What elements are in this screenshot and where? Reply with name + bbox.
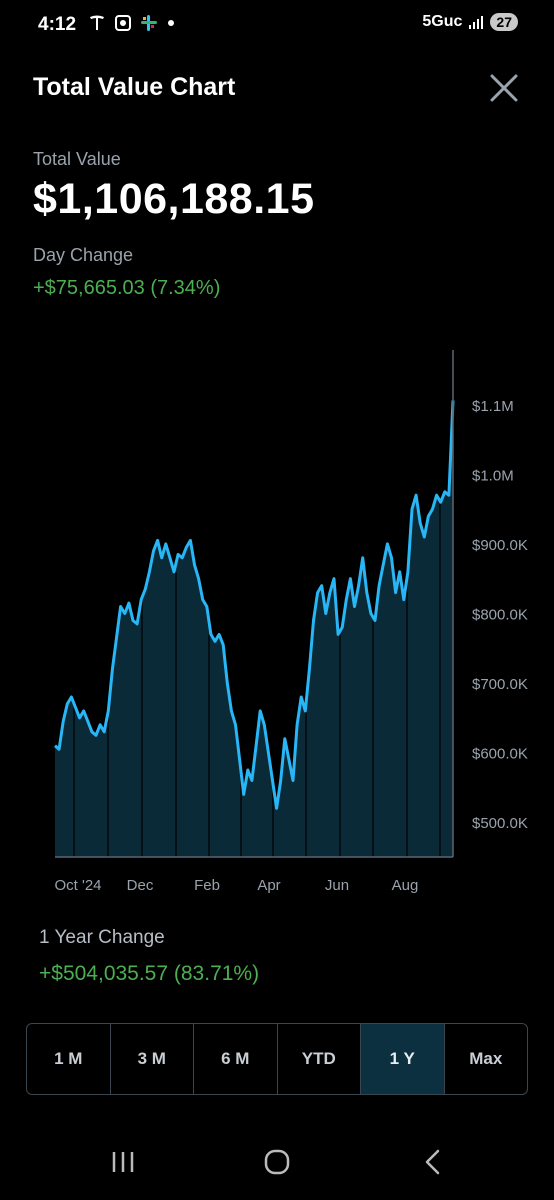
x-tick-label: Aug xyxy=(392,877,419,894)
range-button-ytd[interactable]: YTD xyxy=(276,1024,361,1094)
y-tick-label: $800.0K xyxy=(472,607,528,624)
total-value-label: Total Value xyxy=(33,149,121,169)
status-right: 5Guc 27 xyxy=(422,13,518,31)
chart-area-group xyxy=(55,400,453,857)
y-tick-label: $900.0K xyxy=(472,537,528,554)
chart-series-line xyxy=(54,400,455,810)
range-button-1m[interactable]: 1 M xyxy=(54,1049,83,1068)
tesla-icon xyxy=(90,15,104,30)
chart-x-axis: Oct '24 Dec Feb Apr Jun Aug xyxy=(54,877,418,894)
range-button-3m[interactable]: 3 M xyxy=(109,1024,194,1094)
y-tick-label: $700.0K xyxy=(472,676,528,693)
total-value-chart[interactable]: $500.0K $600.0K $700.0K $800.0K $900.0K $1.0M… xyxy=(0,340,554,900)
back-icon xyxy=(425,1149,440,1175)
network-type: 5Guc xyxy=(422,13,463,30)
home-icon xyxy=(264,1149,290,1175)
status-notification-icons xyxy=(88,14,176,32)
page-title: Total Value Chart xyxy=(33,73,236,101)
range-button-1y[interactable]: 1 Y xyxy=(360,1024,444,1094)
more-notifications-dot-icon xyxy=(168,20,174,26)
x-tick-label: Oct '24 xyxy=(54,877,101,894)
close-button[interactable] xyxy=(486,70,522,106)
home-button[interactable] xyxy=(252,1142,302,1182)
chart-line-group xyxy=(54,350,455,858)
range-button-max[interactable]: Max xyxy=(443,1024,528,1094)
status-time: 4:12 xyxy=(38,14,77,35)
day-change-label: Day Change xyxy=(33,245,134,265)
y-tick-label: $1.0M xyxy=(472,467,514,484)
close-icon xyxy=(490,74,518,102)
screenshot-icon xyxy=(115,15,131,31)
slack-icon xyxy=(141,15,157,31)
y-tick-label: $500.0K xyxy=(472,815,528,832)
system-nav-bar xyxy=(0,1130,554,1190)
status-bar: 4:12 5Guc 27 xyxy=(0,0,554,50)
x-tick-label: Jun xyxy=(325,877,349,894)
day-change-value: +$75,665.03 (7.34%) xyxy=(33,277,221,299)
battery-indicator: 27 xyxy=(490,13,518,31)
recents-icon xyxy=(112,1152,134,1172)
y-tick-label: $600.0K xyxy=(472,746,528,763)
x-tick-label: Apr xyxy=(257,877,280,894)
chart-area-fill xyxy=(55,400,453,857)
total-value-amount: $1,106,188.15 xyxy=(33,175,315,223)
range-selector: 1 M 3 M 6 M YTD 1 Y Max xyxy=(26,1023,528,1095)
year-change-label: 1 Year Change xyxy=(39,927,165,948)
signal-icon xyxy=(469,16,484,29)
recents-button[interactable] xyxy=(98,1142,148,1182)
chart-y-axis: $500.0K $600.0K $700.0K $800.0K $900.0K $1.0M… xyxy=(472,398,528,832)
x-tick-label: Feb xyxy=(194,877,220,894)
range-button-6m[interactable]: 6 M xyxy=(193,1024,277,1094)
back-button[interactable] xyxy=(408,1142,458,1182)
y-tick-label: $1.1M xyxy=(472,398,514,415)
year-change-value: +$504,035.57 (83.71%) xyxy=(39,962,260,985)
x-tick-label: Dec xyxy=(127,877,154,894)
